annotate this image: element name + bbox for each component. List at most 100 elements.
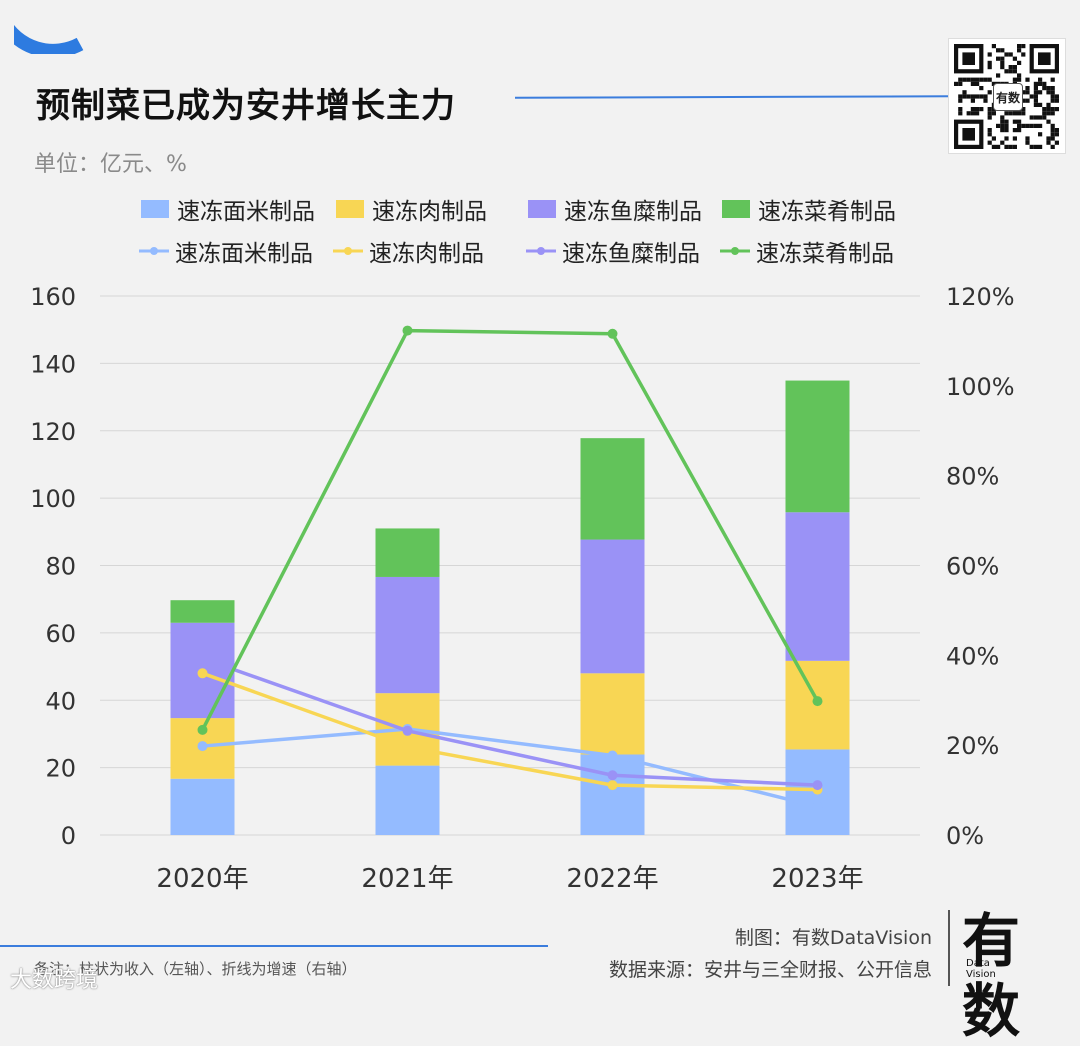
qr-module bbox=[958, 98, 963, 103]
qr-module bbox=[1038, 102, 1043, 107]
qr-module bbox=[970, 77, 975, 82]
qr-module bbox=[975, 107, 980, 112]
qr-module bbox=[1021, 123, 1026, 128]
qr-module bbox=[1029, 123, 1034, 128]
qr-module bbox=[1008, 111, 1013, 116]
qr-module bbox=[1054, 128, 1059, 133]
x-tick-label: 2020年 bbox=[156, 864, 248, 894]
qr-module bbox=[1033, 90, 1038, 95]
qr-module bbox=[1004, 111, 1009, 116]
qr-module bbox=[983, 94, 988, 99]
y-right-tick-label: 20% bbox=[946, 732, 999, 760]
qr-module bbox=[1004, 123, 1009, 128]
bar-segment-yumi bbox=[580, 539, 645, 674]
qr-module bbox=[1025, 86, 1030, 91]
y-left-tick-label: 100 bbox=[30, 485, 76, 513]
y-left-tick-label: 60 bbox=[45, 620, 76, 648]
qr-module bbox=[958, 81, 963, 86]
qr-module bbox=[1000, 65, 1005, 70]
qr-module bbox=[987, 111, 992, 116]
qr-module bbox=[991, 44, 996, 49]
qr-module bbox=[987, 65, 992, 70]
growth-point-yumi bbox=[812, 780, 823, 791]
legend-swatch bbox=[141, 200, 169, 218]
qr-module bbox=[1008, 52, 1013, 57]
y-left-tick-label: 0 bbox=[61, 822, 76, 850]
qr-module bbox=[1012, 119, 1017, 124]
legend-item-bar-rou: 速冻肉制品 bbox=[336, 191, 487, 227]
qr-module bbox=[1025, 77, 1030, 82]
growth-point-mianmi bbox=[607, 750, 618, 761]
qr-module bbox=[979, 77, 984, 82]
qr-module bbox=[1012, 144, 1017, 149]
qr-module bbox=[987, 77, 992, 82]
qr-module bbox=[1021, 90, 1026, 95]
brand-divider bbox=[948, 910, 950, 986]
qr-center-logo: 有数 bbox=[993, 83, 1023, 111]
growth-line-yumi bbox=[201, 656, 818, 787]
qr-module bbox=[970, 81, 975, 86]
legend-label: 速冻面米制品 bbox=[175, 241, 313, 267]
qr-module bbox=[1004, 136, 1009, 141]
qr-module bbox=[1025, 140, 1030, 145]
qr-module bbox=[1012, 69, 1017, 74]
y-left-tick-label: 160 bbox=[30, 283, 76, 311]
qr-module bbox=[987, 128, 992, 133]
qr-module bbox=[1042, 107, 1047, 112]
qr-module bbox=[1033, 94, 1038, 99]
qr-module bbox=[1033, 144, 1038, 149]
legend-item-bar-mianmi: 速冻面米制品 bbox=[141, 191, 315, 227]
qr-module bbox=[1038, 115, 1043, 120]
qr-module bbox=[1000, 48, 1005, 53]
bar-segment-yumi bbox=[375, 576, 440, 694]
qr-module bbox=[1025, 98, 1030, 103]
legend-label: 速冻菜肴制品 bbox=[756, 241, 894, 267]
qr-module bbox=[1050, 98, 1055, 103]
qr-module bbox=[1046, 119, 1051, 124]
qr-code[interactable]: 有数 bbox=[948, 38, 1066, 154]
legend-lines: 速冻面米制品 速冻肉制品 速冻鱼糜制品 速冻菜肴制品 bbox=[0, 233, 1080, 269]
qr-module bbox=[991, 111, 996, 116]
qr-module bbox=[1046, 107, 1051, 112]
bar-segment-mianmi bbox=[170, 778, 235, 835]
qr-module bbox=[1038, 90, 1043, 95]
legend-line-marker bbox=[526, 247, 556, 255]
qr-module bbox=[966, 94, 971, 99]
qr-module bbox=[1050, 111, 1055, 116]
qr-module bbox=[1012, 111, 1017, 116]
qr-module bbox=[962, 94, 967, 99]
qr-module bbox=[962, 77, 967, 82]
y-right-tick-label: 40% bbox=[946, 642, 999, 670]
qr-module bbox=[1029, 144, 1034, 149]
qr-module bbox=[1008, 69, 1013, 74]
legend-swatch bbox=[528, 200, 556, 218]
legend-line-marker bbox=[139, 247, 169, 255]
qr-module bbox=[1021, 44, 1026, 49]
qr-module bbox=[1017, 111, 1022, 116]
growth-point-yumi bbox=[402, 725, 413, 736]
qr-module bbox=[954, 81, 959, 86]
qr-module bbox=[979, 86, 984, 91]
qr-module bbox=[1054, 107, 1059, 112]
qr-finder bbox=[962, 128, 975, 141]
qr-module bbox=[1017, 48, 1022, 53]
y-left-tick-label: 120 bbox=[30, 418, 76, 446]
qr-module bbox=[958, 111, 963, 116]
qr-module bbox=[958, 77, 963, 82]
qr-finder bbox=[1038, 52, 1051, 65]
qr-module bbox=[970, 111, 975, 116]
qr-module bbox=[962, 90, 967, 95]
growth-point-mianmi bbox=[812, 801, 823, 812]
qr-module bbox=[1054, 132, 1059, 137]
qr-module bbox=[1033, 98, 1038, 103]
qr-module bbox=[1000, 128, 1005, 133]
qr-module bbox=[1021, 111, 1026, 116]
y-left-tick-label: 20 bbox=[45, 755, 76, 783]
x-tick-label: 2021年 bbox=[361, 864, 453, 894]
qr-module bbox=[970, 107, 975, 112]
brand-sub-text: Data Vision bbox=[966, 958, 996, 980]
growth-point-rou bbox=[607, 780, 618, 791]
qr-module bbox=[1050, 128, 1055, 133]
y-left-tick-label: 80 bbox=[45, 553, 76, 581]
footer-divider-line bbox=[0, 945, 548, 947]
